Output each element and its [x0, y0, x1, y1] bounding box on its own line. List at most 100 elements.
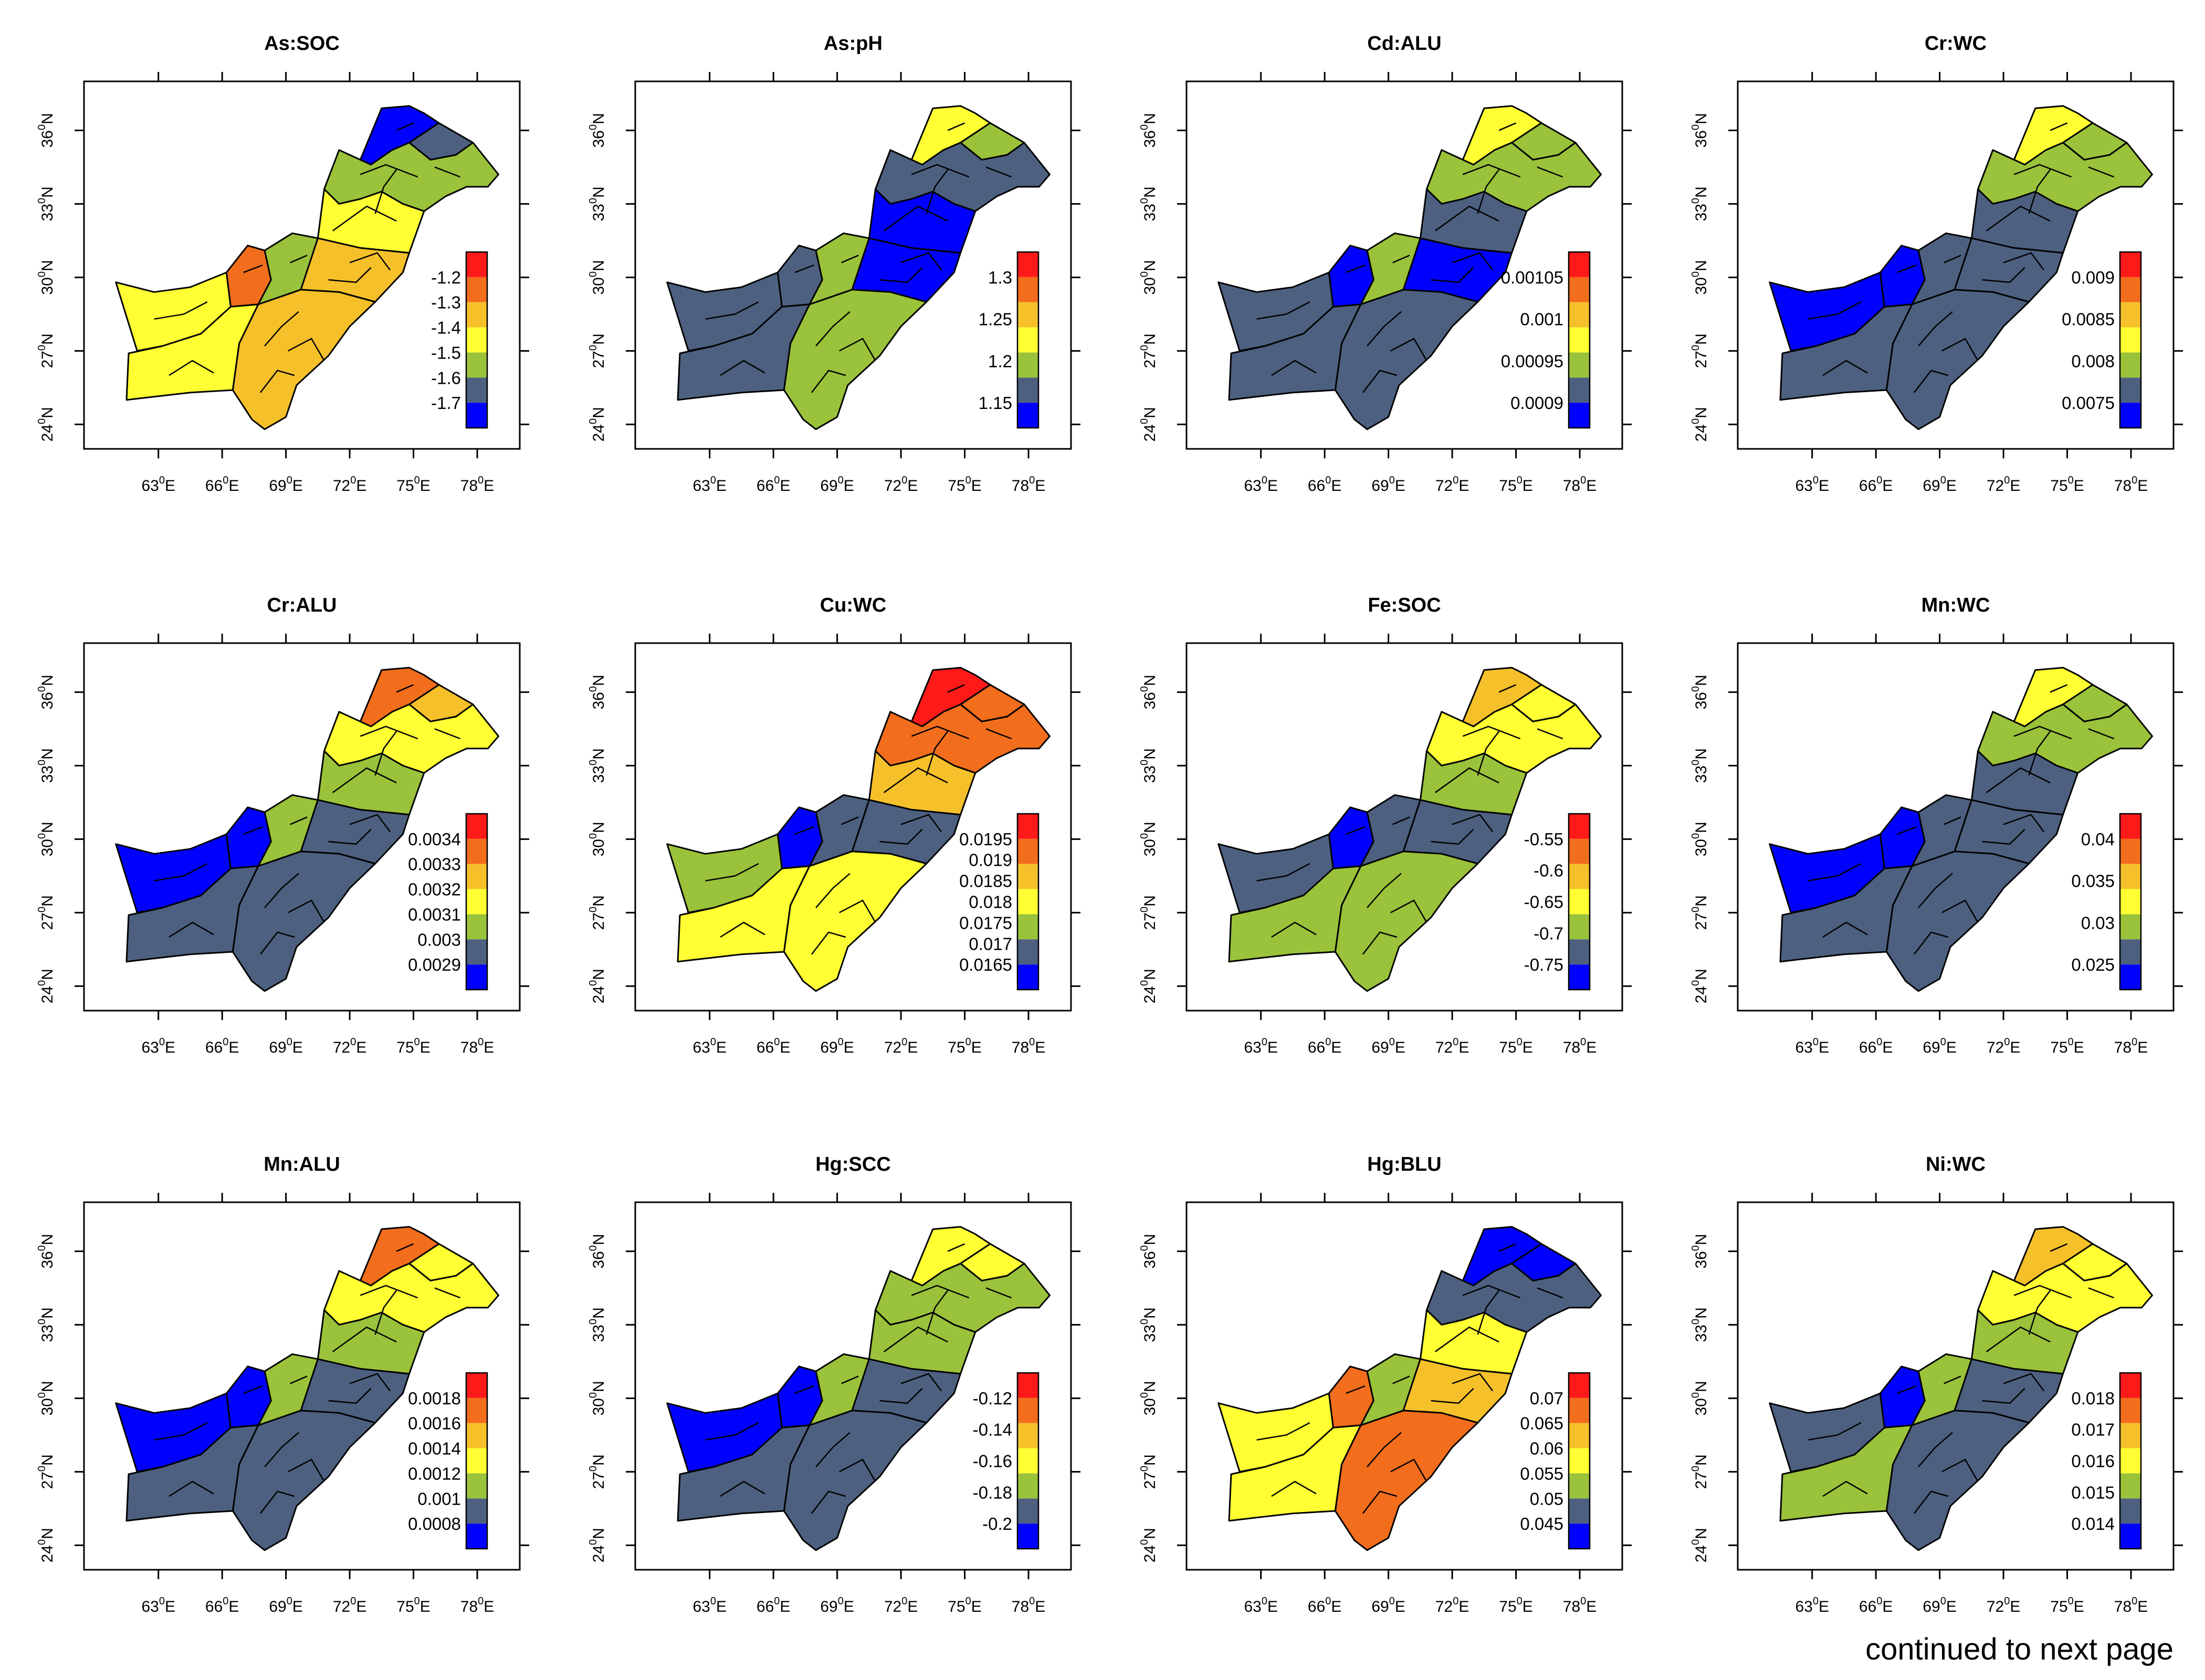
- district-border: [288, 899, 325, 923]
- legend-label: -0.2: [982, 1514, 1012, 1534]
- x-tick-label: 780E: [1563, 1036, 1597, 1056]
- district-border: [1462, 164, 1521, 178]
- x-tick-label: 720E: [884, 475, 918, 495]
- district-border: [1918, 1432, 1953, 1467]
- legend-label: 0.025: [2071, 955, 2115, 974]
- district-border: [2050, 122, 2068, 131]
- legend-label: -1.3: [431, 293, 461, 312]
- district-border: [1256, 301, 1310, 320]
- y-tick-label: 300N: [587, 822, 607, 856]
- legend-swatch: [1569, 1498, 1590, 1524]
- district-border: [1808, 301, 1862, 320]
- district-border: [1256, 1422, 1310, 1441]
- x-tick-label: 720E: [333, 1036, 367, 1056]
- district-border: [815, 311, 850, 346]
- x-tick-label: 630E: [1795, 1595, 1829, 1615]
- map-panel: Cr:ALU 630E 660E 690E 720E 750E 780E 240N 270N 30…: [36, 594, 529, 1056]
- panel-title: Hg:SCC: [815, 1153, 891, 1175]
- x-tick-label: 720E: [333, 475, 367, 495]
- legend-label: -1.7: [431, 393, 461, 413]
- y-tick-label: 240N: [36, 969, 56, 1003]
- district-border: [1941, 338, 1979, 361]
- y-tick-label: 330N: [587, 748, 607, 783]
- y-tick-label: 270N: [36, 333, 56, 368]
- y-tick-label: 360N: [36, 1234, 56, 1268]
- x-tick-label: 750E: [948, 1036, 982, 1056]
- legend-swatch: [1017, 914, 1038, 940]
- y-tick-label: 300N: [36, 822, 56, 856]
- map-frame: [1185, 1201, 1623, 1571]
- district-border: [2050, 684, 2068, 693]
- panel-title: Mn:WC: [1922, 594, 1990, 616]
- y-tick-label: 360N: [1690, 675, 1710, 709]
- district-border: [1537, 728, 1563, 740]
- x-tick-label: 750E: [948, 1595, 982, 1615]
- district-border: [290, 1376, 308, 1384]
- district-border: [328, 828, 372, 845]
- legend-label: -0.55: [1524, 830, 1563, 849]
- district-border: [705, 1422, 759, 1441]
- map-frame: [83, 642, 521, 1012]
- legend-label: 0.00105: [1501, 268, 1563, 287]
- legend-label: 0.001: [1520, 310, 1563, 329]
- legend-label: 0.065: [1520, 1414, 1563, 1433]
- x-tick-label: 690E: [1923, 1036, 1957, 1056]
- legend-label: 1.15: [979, 393, 1012, 413]
- legend-label: -0.16: [973, 1452, 1012, 1471]
- district-border: [1986, 205, 2051, 232]
- legend-label: 1.25: [979, 310, 1012, 329]
- legend-swatch: [2120, 864, 2141, 889]
- y-tick-label: 240N: [587, 1528, 607, 1562]
- map-panel: Hg:SCC 630E 660E 690E 720E 750E 780E 240N 270N 30…: [587, 1153, 1080, 1615]
- x-tick-label: 660E: [757, 1036, 791, 1056]
- y-tick-label: 270N: [1690, 333, 1710, 368]
- legend-swatch: [1569, 377, 1590, 403]
- district-border: [434, 728, 461, 740]
- district-border: [1390, 338, 1427, 361]
- legend-swatch: [1017, 352, 1038, 378]
- y-tick-label: 360N: [587, 675, 607, 709]
- x-tick-label: 720E: [1987, 1595, 2021, 1615]
- legend-swatch: [2120, 277, 2141, 302]
- legend-box: [1568, 251, 1591, 429]
- y-tick-label: 270N: [587, 333, 607, 368]
- legend-swatch: [466, 327, 487, 353]
- legend-box: [1016, 251, 1040, 429]
- legend-swatch: [1569, 277, 1590, 302]
- district-border: [2088, 1287, 2115, 1299]
- legend-label: 0.055: [1520, 1464, 1563, 1483]
- y-tick-label: 240N: [1139, 1528, 1159, 1562]
- district-border: [1362, 931, 1398, 955]
- district-border: [2003, 252, 2045, 271]
- district-border: [1944, 1376, 1961, 1384]
- district-border: [328, 1388, 372, 1404]
- y-tick-label: 300N: [36, 260, 56, 295]
- legend-swatch: [466, 1473, 487, 1499]
- map-panel: As:SOC 630E 660E 690E 720E 750E 780E 240N 270N 30…: [36, 33, 529, 495]
- x-tick-label: 750E: [396, 1595, 430, 1615]
- legend-swatch: [466, 302, 487, 328]
- map-frame: [1185, 80, 1623, 450]
- x-tick-label: 780E: [1012, 1595, 1046, 1615]
- district-border: [879, 828, 923, 845]
- y-tick-label: 360N: [587, 1234, 607, 1268]
- legend-label: 0.0075: [2062, 393, 2115, 413]
- x-tick-label: 630E: [141, 1036, 175, 1056]
- district-border: [288, 1458, 325, 1482]
- legend-swatch: [2120, 1448, 2141, 1474]
- legend-swatch: [2120, 1423, 2141, 1448]
- district-border: [264, 873, 299, 908]
- legend-swatch: [1569, 403, 1590, 428]
- district-border: [1434, 767, 1499, 793]
- legend-box: [1016, 813, 1040, 991]
- y-tick-label: 240N: [36, 407, 56, 442]
- y-tick-label: 330N: [587, 1307, 607, 1342]
- legend-swatch: [1569, 1373, 1590, 1398]
- legend-label: 0.015: [2071, 1483, 2115, 1502]
- legend-swatch: [2120, 838, 2141, 864]
- district-border: [811, 1490, 846, 1514]
- district-border: [260, 370, 295, 393]
- legend-swatch: [2120, 939, 2141, 965]
- district-border: [349, 814, 391, 833]
- map-panel: Cr:WC 630E 660E 690E 720E 750E 780E 240N 270N 300…: [1690, 33, 2183, 495]
